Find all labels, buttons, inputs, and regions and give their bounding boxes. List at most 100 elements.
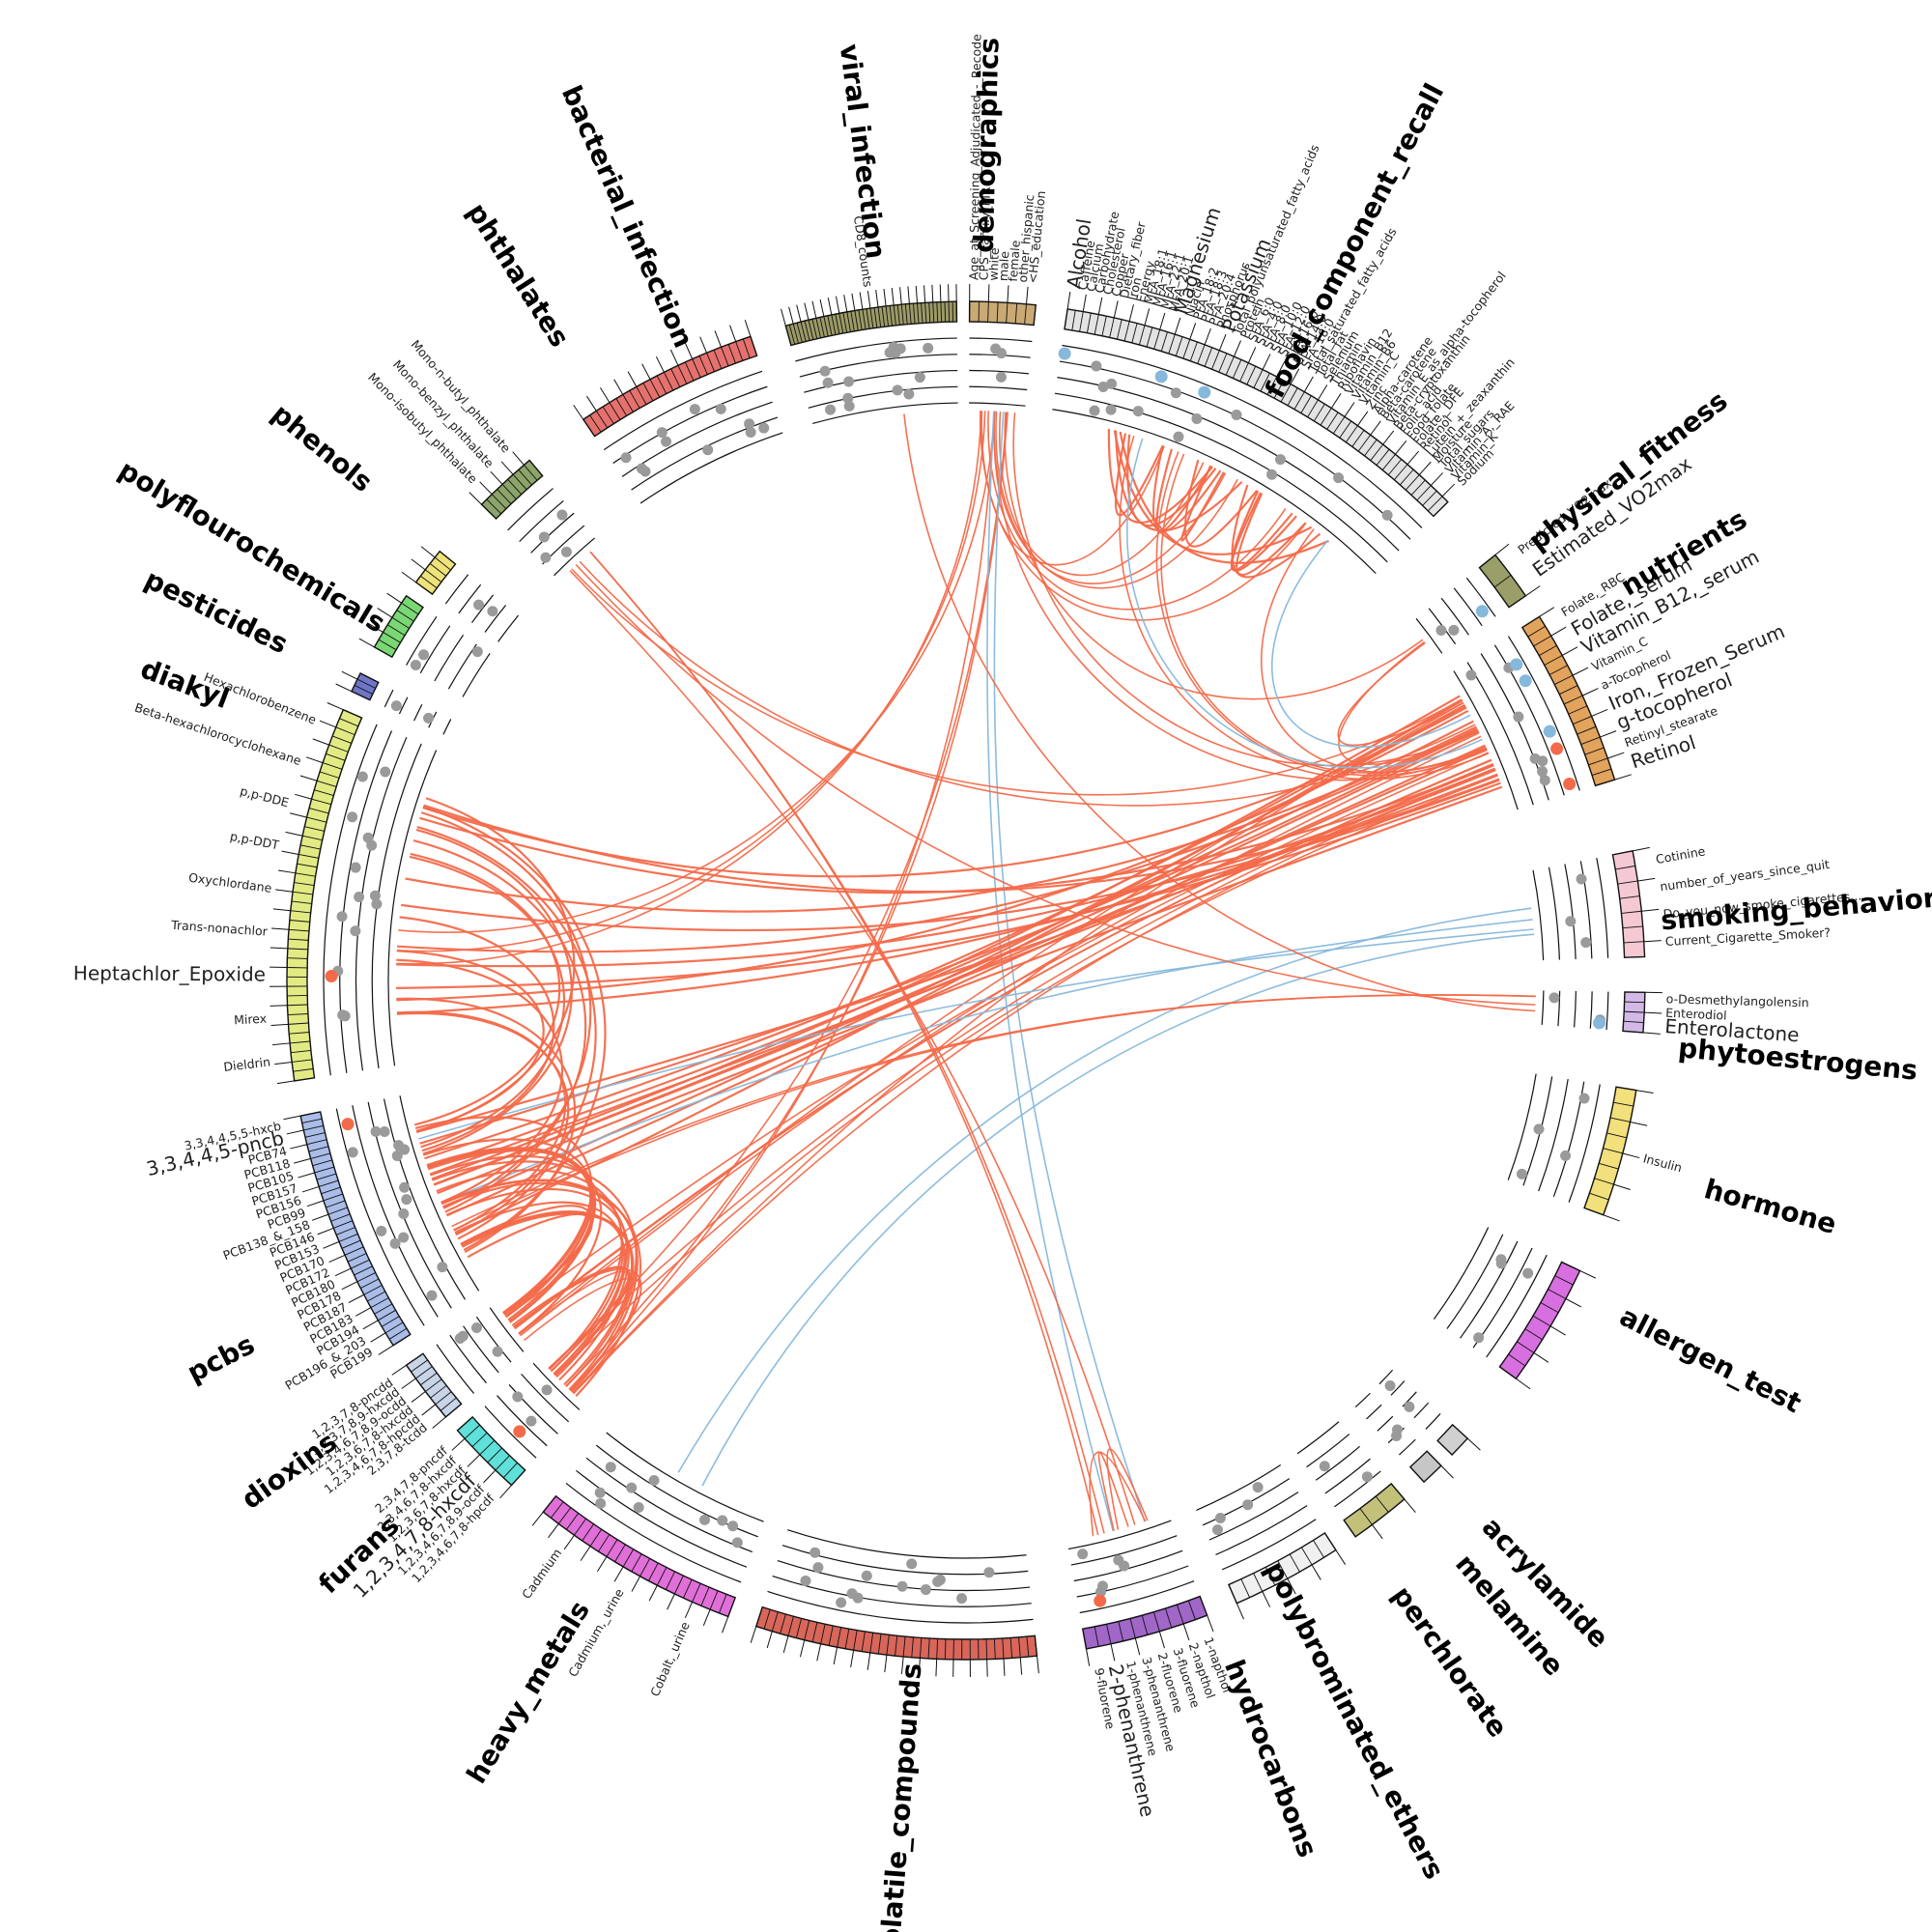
sector-tick (932, 301, 935, 323)
sector-outer-tick (421, 1404, 437, 1416)
sector-tick (528, 460, 543, 476)
sector-tick (1232, 359, 1242, 379)
sector-outer-tick (851, 293, 856, 311)
assoc-point (1242, 1499, 1254, 1511)
assoc-point (379, 1125, 390, 1137)
sector-tick (1153, 329, 1161, 350)
link-nutrients-pcbs (427, 720, 1474, 1170)
var-label-cps-family-pir: CPS_Family_PIR (976, 186, 993, 281)
track-ring-viral (799, 354, 957, 378)
sector-tick (1109, 317, 1115, 338)
sector-tick (928, 302, 931, 324)
sector-tick (1168, 333, 1176, 355)
sector-tick (300, 844, 321, 850)
sector-tick (1554, 674, 1574, 685)
sector-tick (308, 1146, 329, 1152)
sector-outer-tick (684, 342, 694, 359)
assoc-point (843, 376, 855, 387)
sector-outer-tick (1404, 1498, 1416, 1514)
sector-outer-tick (1287, 1578, 1296, 1595)
track-ring-smoking (1548, 867, 1560, 960)
sector-tick (804, 1620, 810, 1640)
track-ring-fitness (1465, 577, 1496, 617)
assoc-point (800, 1575, 811, 1586)
assoc-point (350, 862, 361, 873)
sector-outer-tick (1440, 1464, 1454, 1479)
sector-tick (1034, 1635, 1037, 1657)
sector-tick (1580, 736, 1601, 746)
sector-tick (481, 503, 497, 520)
assoc-point (454, 1332, 466, 1344)
sector-tick (853, 1630, 858, 1651)
sector-outer-tick (782, 1635, 789, 1653)
sector-tick (1064, 308, 1068, 329)
track-ring-pbde (1196, 1464, 1282, 1511)
sector-outer-tick (744, 320, 752, 337)
sector-tick (343, 709, 362, 719)
sector-outer-tick (655, 355, 665, 373)
sector-tick (1033, 304, 1037, 326)
sector-tick (1548, 665, 1568, 675)
sector-bar-diakyl (350, 671, 380, 701)
sector-outer-tick (295, 793, 312, 800)
sector-tick (294, 1077, 315, 1082)
sector-tick (996, 301, 999, 323)
link-nutrients-furans (572, 701, 1464, 1394)
sector-outer-tick (1330, 393, 1342, 409)
sector-tick (873, 307, 878, 328)
var-label-p-p-dde: p,p-DDE (239, 783, 291, 810)
sector-tick (1617, 880, 1638, 885)
sector-tick (401, 602, 419, 615)
sector-tick (1591, 768, 1612, 776)
sector-outer-tick (1303, 376, 1314, 392)
assoc-point (1533, 1123, 1545, 1135)
sector-tick (1300, 395, 1312, 413)
sector-tick (1246, 365, 1257, 385)
assoc-point (473, 599, 485, 611)
sector-outer-tick (781, 308, 786, 327)
sector-tick (1131, 323, 1138, 344)
assoc-point (398, 1232, 410, 1243)
sector-tick (392, 1334, 412, 1347)
sector-tick (512, 473, 527, 491)
assoc-point (339, 1010, 351, 1022)
sector-tick (787, 1616, 794, 1636)
sector-tick (795, 1618, 803, 1638)
sector-outer-tick (804, 302, 810, 321)
sector-outer-tick (1262, 1591, 1271, 1607)
sector-outer-tick (1430, 472, 1443, 486)
sector-outer-tick (328, 1254, 346, 1264)
sector-tick (339, 718, 359, 727)
sector-tick (1211, 350, 1220, 370)
sector-tick (326, 753, 346, 761)
sector-tick (1422, 490, 1437, 506)
track-ring-voc (772, 1575, 1032, 1607)
assoc-point (1548, 992, 1560, 1004)
sector-outer-tick (1572, 667, 1589, 676)
var-label-enterodiol: Enterodiol (1665, 1006, 1727, 1023)
sector-tick (511, 1469, 526, 1486)
track-ring-perchlorate (1315, 1445, 1360, 1481)
var-label-male: male (996, 250, 1012, 281)
sector-tick (796, 322, 803, 343)
sector-tick (896, 304, 900, 326)
sector-tick (1182, 339, 1191, 359)
sector-tick (1622, 1030, 1643, 1034)
sector-outer-tick (362, 1320, 379, 1330)
sector-outer-tick (1236, 1603, 1244, 1620)
sector-outer-tick (1603, 1214, 1620, 1222)
sector-tick (1527, 625, 1546, 638)
sector-outer-tick (479, 481, 493, 496)
assoc-point (376, 1225, 387, 1236)
sector-outer-tick (1525, 585, 1541, 597)
assoc-point (825, 404, 837, 415)
sector-tick (321, 1186, 341, 1195)
sector-outer-tick (875, 289, 879, 307)
sector-outer-tick (277, 869, 296, 874)
sector-tick (322, 762, 343, 770)
sector-tick (780, 1613, 786, 1634)
sector-outer-tick (596, 1556, 608, 1573)
sector-outer-tick (1134, 1637, 1141, 1656)
track-ring-phyto (1557, 990, 1561, 1027)
sector-outer-tick (1632, 846, 1650, 852)
